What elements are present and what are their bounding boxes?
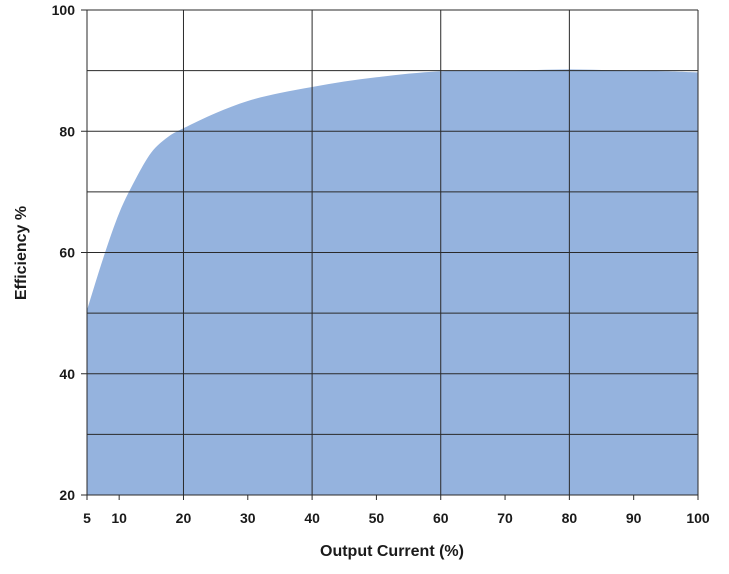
x-axis-title: Output Current (%)	[320, 543, 464, 560]
y-tick-label-20: 20	[59, 487, 75, 503]
x-tick-label-10: 10	[111, 510, 127, 526]
x-tick-label-70: 70	[497, 510, 513, 526]
y-tick-label-80: 80	[59, 123, 75, 139]
area-layer	[87, 69, 698, 495]
y-tick-label-60: 60	[59, 245, 75, 261]
x-tick-label-30: 30	[240, 510, 256, 526]
x-tick-label-50: 50	[369, 510, 385, 526]
x-tick-label-40: 40	[304, 510, 320, 526]
y-tick-label-40: 40	[59, 366, 75, 382]
y-axis-title: Efficiency %	[13, 206, 30, 300]
y-tick-label-100: 100	[52, 2, 76, 18]
x-tick-label-20: 20	[176, 510, 192, 526]
x-tick-label-60: 60	[433, 510, 449, 526]
x-tick-label-5: 5	[83, 510, 91, 526]
x-tick-label-90: 90	[626, 510, 642, 526]
tick-layer: 5 10 20 30 40 50 60 70 80 90 100 20 40 60 80 100	[52, 2, 710, 526]
grid-layer	[86, 9, 699, 496]
x-tick-label-80: 80	[562, 510, 578, 526]
x-tick-label-100: 100	[686, 510, 710, 526]
efficiency-area-series-0	[87, 69, 698, 495]
